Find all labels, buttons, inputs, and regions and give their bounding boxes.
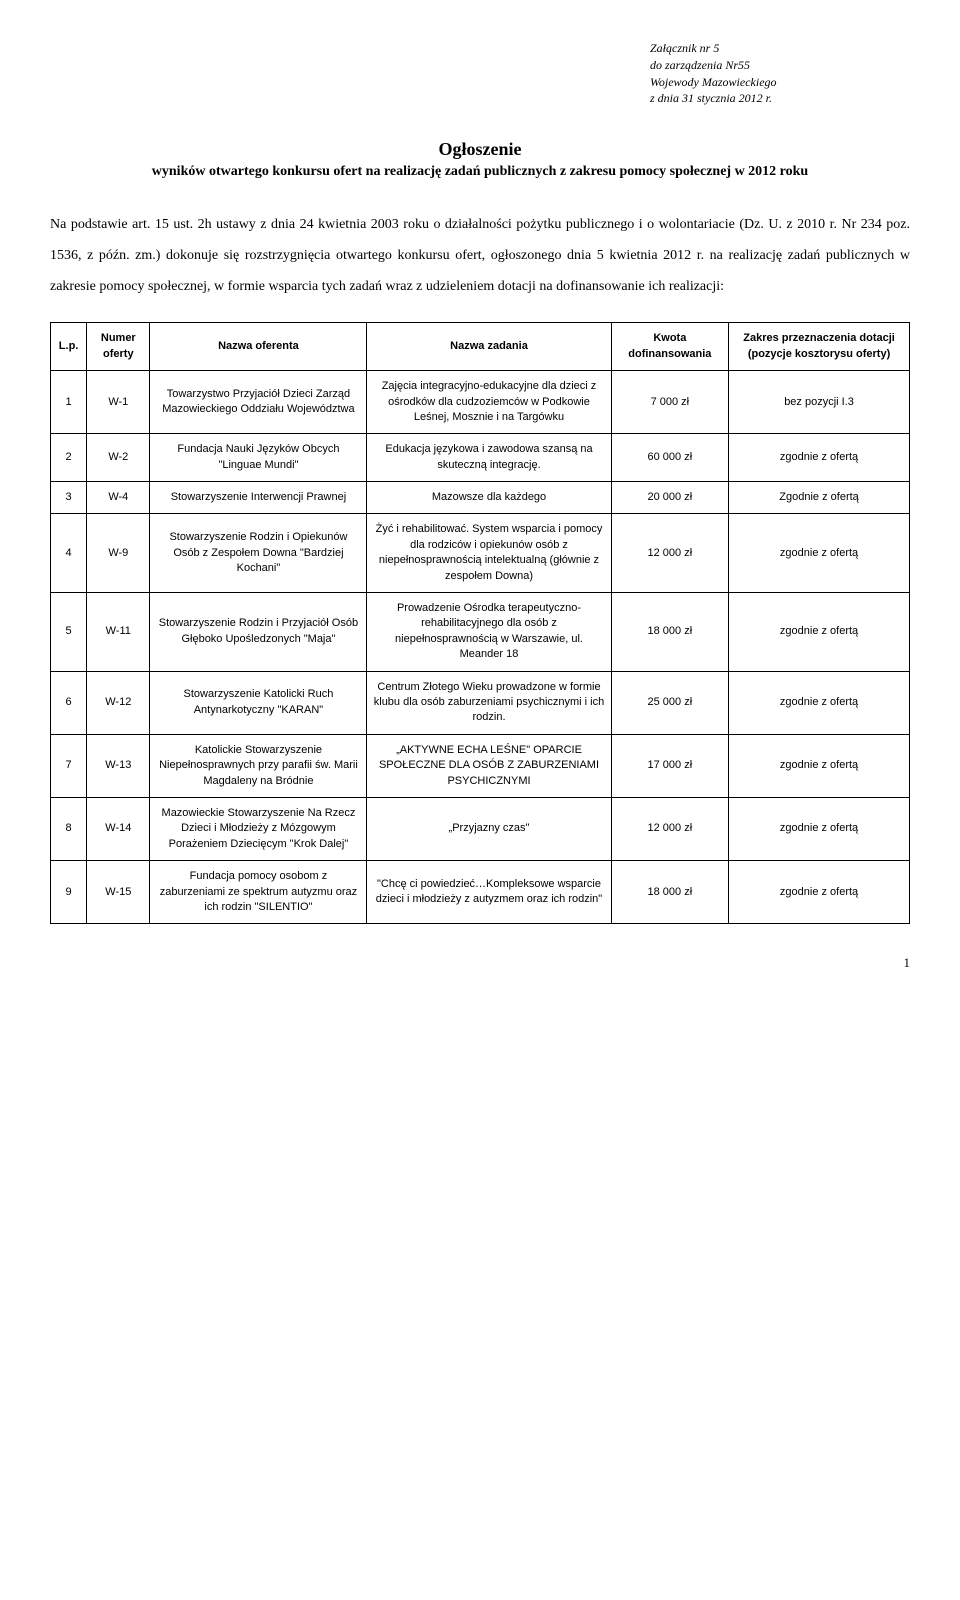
table-cell-lp: 9 bbox=[51, 861, 87, 924]
table-row: 7W-13Katolickie Stowarzyszenie Niepełnos… bbox=[51, 734, 910, 797]
table-cell-zakres: Zgodnie z ofertą bbox=[729, 482, 910, 514]
header-line: z dnia 31 stycznia 2012 r. bbox=[650, 90, 910, 107]
table-cell-lp: 5 bbox=[51, 593, 87, 672]
table-row: 2W-2Fundacja Nauki Języków Obcych "Lingu… bbox=[51, 434, 910, 482]
table-cell-oferent: Katolickie Stowarzyszenie Niepełnosprawn… bbox=[150, 734, 367, 797]
page-number: 1 bbox=[50, 954, 910, 972]
table-cell-oferent: Mazowieckie Stowarzyszenie Na Rzecz Dzie… bbox=[150, 797, 367, 860]
table-cell-zakres: zgodnie z ofertą bbox=[729, 593, 910, 672]
table-cell-num: W-14 bbox=[87, 797, 150, 860]
table-cell-kwota: 20 000 zł bbox=[611, 482, 729, 514]
table-cell-kwota: 17 000 zł bbox=[611, 734, 729, 797]
table-row: 9W-15Fundacja pomocy osobom z zaburzenia… bbox=[51, 861, 910, 924]
attachment-header: Załącznik nr 5 do zarządzenia Nr55 Wojew… bbox=[650, 40, 910, 107]
table-cell-oferent: Towarzystwo Przyjaciół Dzieci Zarząd Maz… bbox=[150, 371, 367, 434]
table-row: 1W-1Towarzystwo Przyjaciół Dzieci Zarząd… bbox=[51, 371, 910, 434]
table-cell-lp: 7 bbox=[51, 734, 87, 797]
results-table: L.p. Numer oferty Nazwa oferenta Nazwa z… bbox=[50, 322, 910, 924]
table-cell-lp: 3 bbox=[51, 482, 87, 514]
table-row: 3W-4Stowarzyszenie Interwencji PrawnejMa… bbox=[51, 482, 910, 514]
table-row: 8W-14Mazowieckie Stowarzyszenie Na Rzecz… bbox=[51, 797, 910, 860]
table-cell-num: W-1 bbox=[87, 371, 150, 434]
table-cell-num: W-2 bbox=[87, 434, 150, 482]
table-cell-zadanie: „Przyjazny czas" bbox=[367, 797, 611, 860]
col-header-kwota: Kwota dofinansowania bbox=[611, 323, 729, 371]
table-cell-zadanie: Zajęcia integracyjno-edukacyjne dla dzie… bbox=[367, 371, 611, 434]
table-cell-zakres: bez pozycji I.3 bbox=[729, 371, 910, 434]
table-cell-zadanie: Edukacja językowa i zawodowa szansą na s… bbox=[367, 434, 611, 482]
table-cell-zadanie: Mazowsze dla każdego bbox=[367, 482, 611, 514]
col-header-lp: L.p. bbox=[51, 323, 87, 371]
table-cell-zadanie: Centrum Złotego Wieku prowadzone w formi… bbox=[367, 671, 611, 734]
table-cell-zadanie: „AKTYWNE ECHA LEŚNE" OPARCIE SPOŁECZNE D… bbox=[367, 734, 611, 797]
table-cell-kwota: 25 000 zł bbox=[611, 671, 729, 734]
table-cell-lp: 4 bbox=[51, 514, 87, 593]
table-cell-zakres: zgodnie z ofertą bbox=[729, 671, 910, 734]
table-cell-lp: 2 bbox=[51, 434, 87, 482]
table-cell-oferent: Stowarzyszenie Katolicki Ruch Antynarkot… bbox=[150, 671, 367, 734]
document-subtitle: wyników otwartego konkursu ofert na real… bbox=[50, 162, 910, 182]
col-header-zakres: Zakres przeznaczenia dotacji (pozycje ko… bbox=[729, 323, 910, 371]
table-cell-zakres: zgodnie z ofertą bbox=[729, 797, 910, 860]
table-cell-oferent: Fundacja pomocy osobom z zaburzeniami ze… bbox=[150, 861, 367, 924]
table-row: 5W-11Stowarzyszenie Rodzin i Przyjaciół … bbox=[51, 593, 910, 672]
table-cell-kwota: 12 000 zł bbox=[611, 797, 729, 860]
table-cell-kwota: 18 000 zł bbox=[611, 861, 729, 924]
table-row: 6W-12Stowarzyszenie Katolicki Ruch Antyn… bbox=[51, 671, 910, 734]
table-cell-zakres: zgodnie z ofertą bbox=[729, 861, 910, 924]
table-cell-lp: 1 bbox=[51, 371, 87, 434]
header-line: Załącznik nr 5 bbox=[650, 40, 910, 57]
table-cell-kwota: 18 000 zł bbox=[611, 593, 729, 672]
header-line: do zarządzenia Nr55 bbox=[650, 57, 910, 74]
table-cell-kwota: 7 000 zł bbox=[611, 371, 729, 434]
table-cell-num: W-4 bbox=[87, 482, 150, 514]
table-cell-zadanie: Żyć i rehabilitować. System wsparcia i p… bbox=[367, 514, 611, 593]
table-cell-zakres: zgodnie z ofertą bbox=[729, 514, 910, 593]
table-cell-oferent: Stowarzyszenie Rodzin i Przyjaciół Osób … bbox=[150, 593, 367, 672]
col-header-numer: Numer oferty bbox=[87, 323, 150, 371]
table-cell-num: W-13 bbox=[87, 734, 150, 797]
col-header-oferent: Nazwa oferenta bbox=[150, 323, 367, 371]
table-cell-zakres: zgodnie z ofertą bbox=[729, 734, 910, 797]
table-cell-kwota: 12 000 zł bbox=[611, 514, 729, 593]
table-cell-num: W-9 bbox=[87, 514, 150, 593]
table-cell-zakres: zgodnie z ofertą bbox=[729, 434, 910, 482]
table-cell-num: W-12 bbox=[87, 671, 150, 734]
table-cell-lp: 6 bbox=[51, 671, 87, 734]
table-header-row: L.p. Numer oferty Nazwa oferenta Nazwa z… bbox=[51, 323, 910, 371]
table-cell-oferent: Fundacja Nauki Języków Obcych "Linguae M… bbox=[150, 434, 367, 482]
table-cell-num: W-15 bbox=[87, 861, 150, 924]
table-row: 4W-9Stowarzyszenie Rodzin i Opiekunów Os… bbox=[51, 514, 910, 593]
body-paragraph: Na podstawie art. 15 ust. 2h ustawy z dn… bbox=[50, 210, 910, 302]
table-cell-kwota: 60 000 zł bbox=[611, 434, 729, 482]
table-cell-lp: 8 bbox=[51, 797, 87, 860]
table-cell-num: W-11 bbox=[87, 593, 150, 672]
header-line: Wojewody Mazowieckiego bbox=[650, 74, 910, 91]
col-header-zadanie: Nazwa zadania bbox=[367, 323, 611, 371]
table-cell-oferent: Stowarzyszenie Rodzin i Opiekunów Osób z… bbox=[150, 514, 367, 593]
table-cell-zadanie: Prowadzenie Ośrodka terapeutyczno-rehabi… bbox=[367, 593, 611, 672]
document-title: Ogłoszenie bbox=[50, 137, 910, 162]
table-cell-oferent: Stowarzyszenie Interwencji Prawnej bbox=[150, 482, 367, 514]
table-cell-zadanie: "Chcę ci powiedzieć…Kompleksowe wsparcie… bbox=[367, 861, 611, 924]
